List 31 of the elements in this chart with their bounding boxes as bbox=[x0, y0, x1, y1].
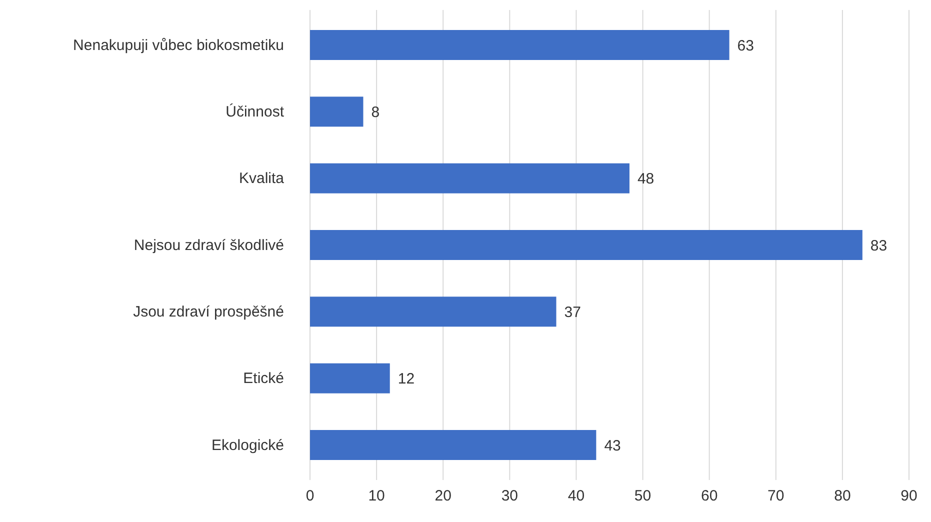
data-label: 37 bbox=[564, 304, 581, 321]
x-tick-label: 50 bbox=[634, 488, 652, 505]
x-tick-label: 30 bbox=[501, 488, 518, 505]
bar bbox=[310, 430, 596, 460]
data-label: 83 bbox=[870, 237, 888, 254]
y-tick-label: Nenakupuji vůbec biokosmetiku bbox=[73, 36, 284, 54]
data-label: 63 bbox=[737, 37, 754, 54]
bar bbox=[310, 96, 364, 127]
y-tick-label: Ekologické bbox=[211, 436, 284, 454]
x-tick-label: 0 bbox=[306, 488, 314, 505]
bar bbox=[310, 230, 862, 260]
bar bbox=[310, 363, 390, 394]
x-tick-label: 90 bbox=[900, 488, 918, 505]
y-tick-label: Etické bbox=[243, 370, 284, 388]
x-tick-label: 40 bbox=[568, 488, 585, 505]
data-label: 43 bbox=[604, 437, 621, 454]
y-tick-label: Kvalita bbox=[238, 170, 285, 188]
y-tick-label: Nejsou zdraví škodlivé bbox=[134, 236, 284, 254]
x-tick-label: 20 bbox=[434, 488, 452, 505]
x-tick-label: 70 bbox=[768, 488, 784, 505]
bar bbox=[310, 296, 556, 327]
bar bbox=[310, 30, 730, 60]
y-tick-label: Účinnost bbox=[226, 102, 285, 120]
bar bbox=[310, 163, 630, 194]
data-label: 8 bbox=[371, 104, 380, 121]
data-label: 48 bbox=[637, 170, 654, 188]
x-tick-label: 80 bbox=[834, 488, 851, 505]
y-tick-label: Jsou zdraví prospěšné bbox=[133, 303, 284, 320]
data-label: 12 bbox=[398, 370, 415, 388]
x-tick-label: 60 bbox=[700, 488, 718, 505]
x-tick-label: 10 bbox=[368, 488, 385, 505]
